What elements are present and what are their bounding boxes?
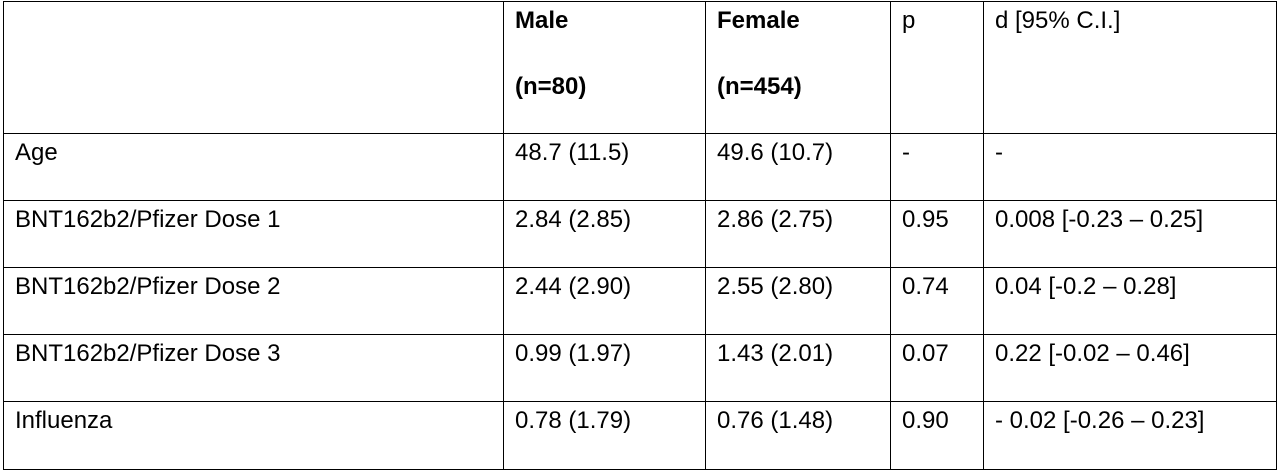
d-value: 0.008 [-0.23 – 0.25]	[983, 200, 1277, 268]
header-empty-cell	[3, 1, 504, 134]
male-value: 2.84 (2.85)	[503, 200, 706, 268]
header-female-cell: Female (n=454)	[705, 1, 891, 134]
p-value: -	[890, 133, 984, 201]
p-value: 0.90	[890, 401, 984, 470]
row-label: Age	[3, 133, 504, 201]
table-row: BNT162b2/Pfizer Dose 1 2.84 (2.85) 2.86 …	[3, 200, 1277, 268]
row-label: BNT162b2/Pfizer Dose 3	[3, 334, 504, 402]
d-value: - 0.02 [-0.26 – 0.23]	[983, 401, 1277, 470]
header-male-label: Male	[515, 7, 569, 34]
table-row: Influenza 0.78 (1.79) 0.76 (1.48) 0.90 -…	[3, 401, 1277, 470]
header-male-n: (n=80)	[515, 73, 587, 100]
row-label: Influenza	[3, 401, 504, 470]
header-female-label: Female	[717, 7, 800, 34]
female-value: 49.6 (10.7)	[705, 133, 891, 201]
female-value: 2.86 (2.75)	[705, 200, 891, 268]
male-value: 0.99 (1.97)	[503, 334, 706, 402]
female-value: 2.55 (2.80)	[705, 267, 891, 335]
results-table: Male (n=80) Female (n=454) p d [95% C.I.…	[3, 1, 1277, 470]
table-row: BNT162b2/Pfizer Dose 3 0.99 (1.97) 1.43 …	[3, 334, 1277, 402]
female-value: 1.43 (2.01)	[705, 334, 891, 402]
male-value: 0.78 (1.79)	[503, 401, 706, 470]
header-d-cell: d [95% C.I.]	[983, 1, 1277, 134]
table-header-row: Male (n=80) Female (n=454) p d [95% C.I.…	[3, 1, 1277, 134]
d-value: 0.04 [-0.2 – 0.28]	[983, 267, 1277, 335]
male-value: 2.44 (2.90)	[503, 267, 706, 335]
d-value: 0.22 [-0.02 – 0.46]	[983, 334, 1277, 402]
header-p-cell: p	[890, 1, 984, 134]
row-label: BNT162b2/Pfizer Dose 2	[3, 267, 504, 335]
header-male-cell: Male (n=80)	[503, 1, 706, 134]
table-row: BNT162b2/Pfizer Dose 2 2.44 (2.90) 2.55 …	[3, 267, 1277, 335]
female-value: 0.76 (1.48)	[705, 401, 891, 470]
table-row: Age 48.7 (11.5) 49.6 (10.7) - -	[3, 133, 1277, 201]
d-value: -	[983, 133, 1277, 201]
header-female-n: (n=454)	[717, 73, 802, 100]
p-value: 0.07	[890, 334, 984, 402]
row-label: BNT162b2/Pfizer Dose 1	[3, 200, 504, 268]
p-value: 0.74	[890, 267, 984, 335]
p-value: 0.95	[890, 200, 984, 268]
male-value: 48.7 (11.5)	[503, 133, 706, 201]
